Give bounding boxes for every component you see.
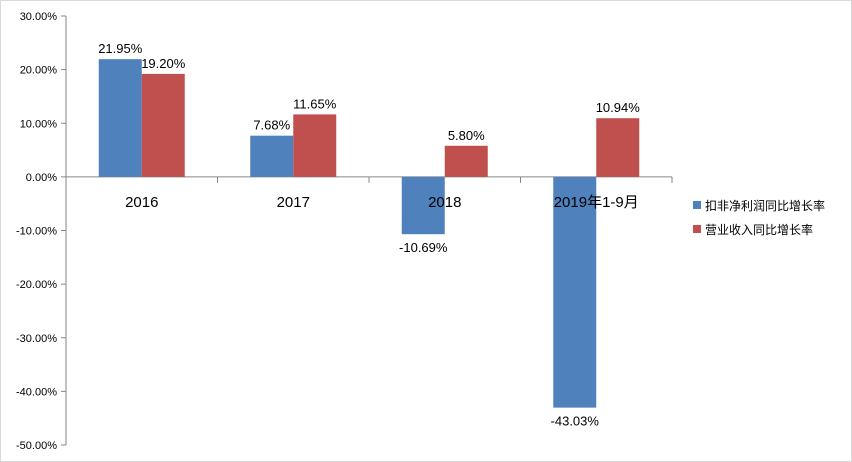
data-label: 19.20% xyxy=(141,56,186,71)
bar-net-profit xyxy=(553,176,597,408)
bar-revenue xyxy=(596,118,640,177)
data-label: 7.68% xyxy=(253,118,290,133)
data-label: -43.03% xyxy=(551,414,600,429)
data-label: 10.94% xyxy=(596,100,641,115)
y-tick-label: 30.00% xyxy=(20,11,58,23)
y-tick-label: 20.00% xyxy=(20,65,58,77)
x-category-label: 2019年1-9月 xyxy=(554,194,639,211)
y-tick-label: -50.00% xyxy=(16,440,57,452)
y-tick-label: -20.00% xyxy=(16,279,57,291)
legend-swatch xyxy=(693,201,701,209)
bar-revenue xyxy=(444,145,488,177)
legend-swatch xyxy=(693,225,701,233)
data-label: 21.95% xyxy=(98,41,143,56)
bar-net-profit xyxy=(250,135,294,177)
y-tick-label: -30.00% xyxy=(16,333,57,345)
x-category-label: 2018 xyxy=(428,194,461,211)
y-tick-label: 10.00% xyxy=(20,118,58,130)
x-category-label: 2016 xyxy=(125,194,158,211)
y-tick-label: -10.00% xyxy=(16,226,57,238)
data-label: -10.69% xyxy=(399,240,448,255)
legend-label: 扣非净利润同比增长率 xyxy=(705,198,825,213)
x-category-label: 2017 xyxy=(277,194,310,211)
y-tick-label: 0.00% xyxy=(26,172,57,184)
data-label: 5.80% xyxy=(448,128,485,143)
data-label: 11.65% xyxy=(293,96,337,111)
bar-net-profit xyxy=(401,176,445,235)
bar-net-profit xyxy=(98,59,142,177)
legend-label: 营业收入同比增长率 xyxy=(705,222,813,237)
bars-layer xyxy=(98,59,640,408)
bar-revenue xyxy=(141,73,185,177)
y-tick-label: -40.00% xyxy=(16,386,57,398)
labels-layer: 2016 21.95%19.20% 2017 7.68%11.65% 2018 -10.6… xyxy=(98,41,640,428)
bar-revenue xyxy=(293,114,337,177)
